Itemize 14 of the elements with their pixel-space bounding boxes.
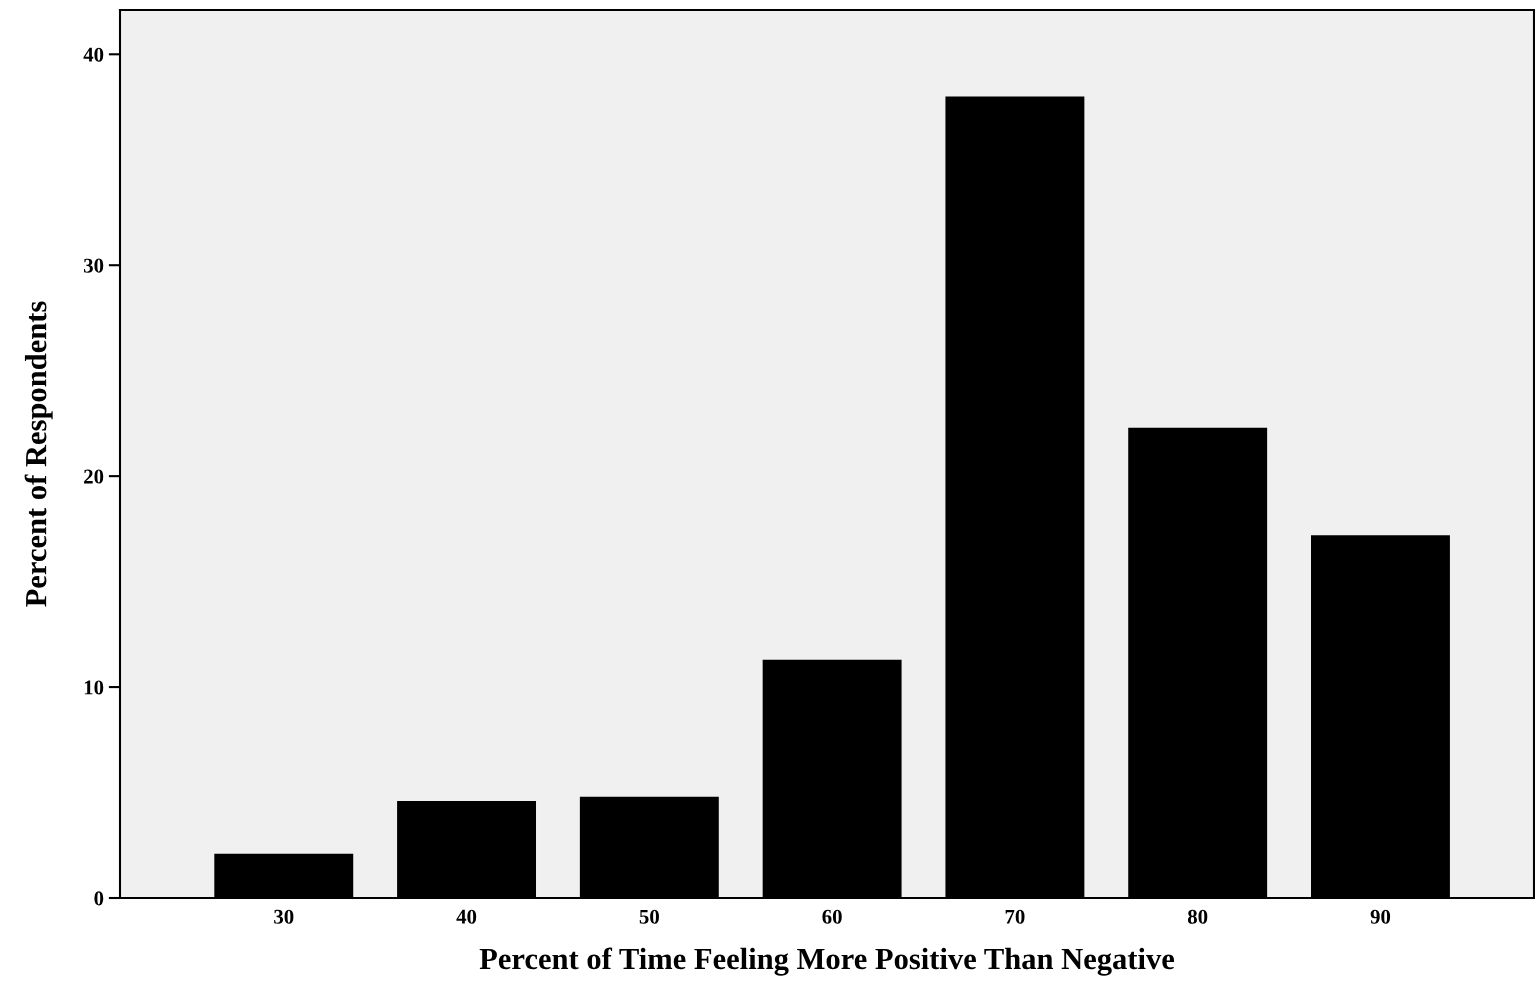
y-tick-label: 0 [94,891,104,906]
x-tick-label: 30 [274,909,294,924]
y-tick-label: 10 [84,680,104,695]
x-tick-label: 80 [1187,909,1208,924]
x-axis-title: Percent of Time Feeling More Positive Than Negative [479,947,1175,976]
y-tick-label: 40 [83,47,104,62]
x-tick-label: 60 [822,909,842,924]
x-tick-label: 50 [639,909,659,924]
x-tick-label: 40 [456,909,477,924]
x-tick-label: 70 [1005,909,1025,924]
y-tick-label: 30 [83,258,104,273]
y-axis-title: Percent of Respondents [24,301,53,607]
y-tick-label: 20 [84,469,104,484]
x-tick-label: 90 [1370,909,1391,924]
